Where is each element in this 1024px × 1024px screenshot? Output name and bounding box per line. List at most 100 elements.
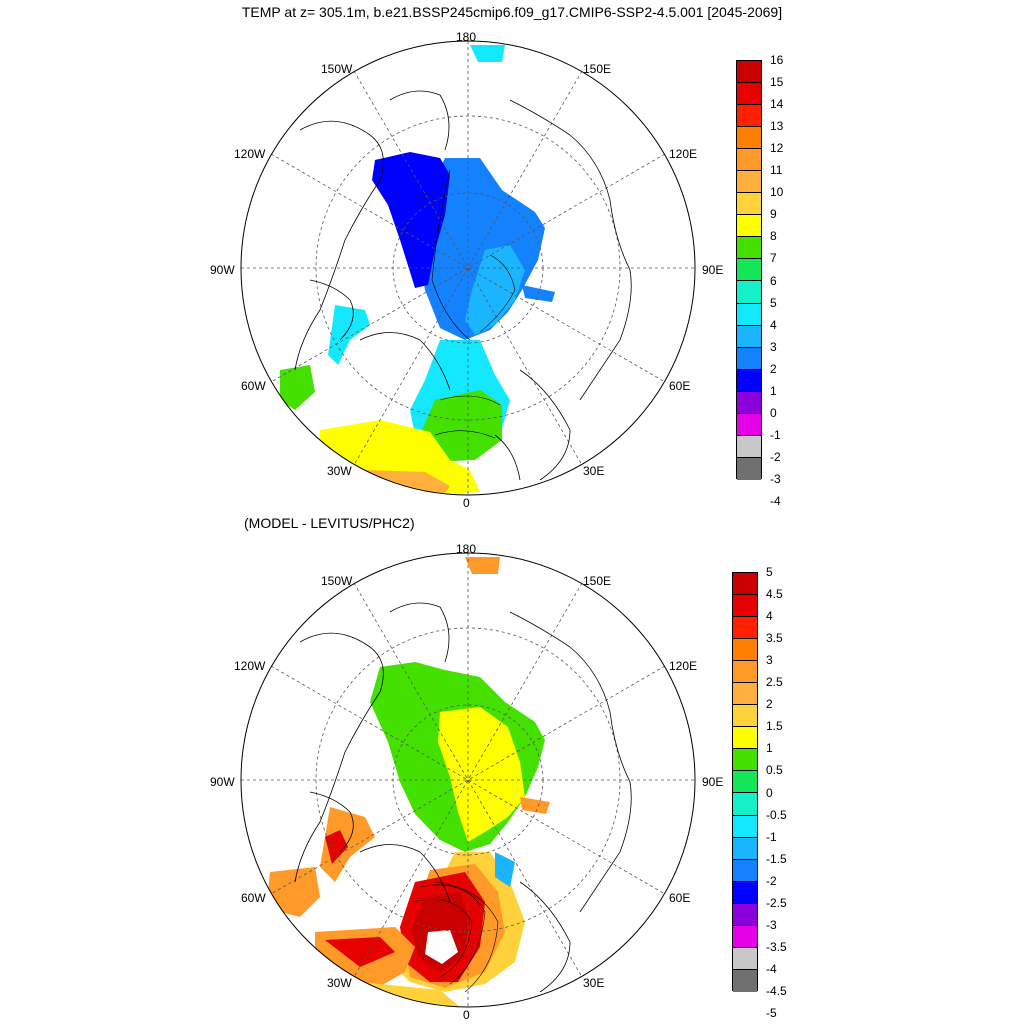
lon-label-60w-top: 60W: [241, 379, 266, 393]
colorbar-cell: [733, 969, 757, 992]
colorbar-cell: [737, 83, 761, 106]
colorbar-tick-label: 3.5: [766, 631, 783, 646]
colorbar-tick-label: 3: [770, 339, 777, 354]
colorbar-tick-label: -5: [766, 1006, 777, 1021]
colorbar-tick-label: -1: [770, 427, 781, 442]
colorbar-cell: [737, 413, 761, 436]
colorbar-cell: [737, 435, 761, 458]
colorbar-cell: [733, 837, 757, 860]
colorbar-tick-label: 3: [766, 653, 773, 668]
colorbar-tick-label: 0: [770, 405, 777, 420]
lon-label-120e-top: 120E: [669, 147, 698, 161]
colorbar-tick-label: -1.5: [766, 851, 787, 866]
colorbar-tick-label: 15: [770, 75, 784, 90]
field-bering: [470, 45, 505, 62]
field-bering: [465, 557, 500, 574]
colorbar-tick-label: 1: [766, 741, 773, 756]
colorbar-tick-label: 2.5: [766, 675, 783, 690]
lon-label-150w-top: 150W: [321, 62, 353, 76]
colorbar-cell: [737, 215, 761, 238]
colorbar-cell: [737, 369, 761, 392]
colorbar-cell: [737, 347, 761, 370]
difference-subtitle: (MODEL - LEVITUS/PHC2): [244, 515, 415, 531]
lon-label-120w-top: 120W: [234, 147, 266, 161]
field-iceland-gap: [425, 930, 458, 964]
lon-label-120e-bottom: 120E: [669, 659, 698, 673]
colorbar-tick-label: 1: [770, 383, 777, 398]
colorbar-cell: [733, 661, 757, 684]
colorbar-tick-label: -1: [766, 829, 777, 844]
colorbar-tick-label: 10: [770, 185, 784, 200]
lon-label-150w-bottom: 150W: [321, 574, 353, 588]
colorbar-cell: [733, 573, 757, 596]
colorbar-tick-label: 4.5: [766, 587, 783, 602]
colorbar-cell: [733, 793, 757, 816]
field-inner: [465, 245, 525, 335]
lon-label-60e-bottom: 60E: [669, 891, 691, 905]
colorbar-tick-label: 4: [766, 609, 773, 624]
lon-label-150e-bottom: 150E: [583, 574, 612, 588]
lon-label-120w-bottom: 120W: [234, 659, 266, 673]
colorbar-cell: [733, 771, 757, 794]
colorbar-tick-label: -2: [770, 449, 781, 464]
lon-label-60w-bottom: 60W: [241, 891, 266, 905]
field-greenland-sea: [495, 852, 515, 887]
colorbar-tick-label: 12: [770, 141, 784, 156]
colorbar-cell: [737, 193, 761, 216]
field-baffin: [320, 807, 375, 882]
polar-map-bottom: [240, 552, 696, 1008]
colorbar-tick-label: -3: [766, 917, 777, 932]
colorbar-cell: [737, 391, 761, 414]
lon-label-180-bottom: 180: [456, 542, 477, 556]
field-baffin-core: [325, 830, 348, 864]
lon-label-150e-top: 150E: [583, 62, 612, 76]
field-atlantic-green: [420, 390, 502, 462]
lon-label-90e-bottom: 90E: [702, 775, 724, 789]
colorbar-tick-label: -2.5: [766, 895, 787, 910]
colorbar-tick-label: 5: [766, 565, 773, 579]
colorbar-tick-label: -2: [766, 873, 777, 888]
colorbar-tick-label: 11: [770, 163, 783, 178]
colorbar-tick-label: -4: [770, 494, 781, 509]
colorbar-tick-label: -3: [770, 472, 781, 486]
colorbar-cell: [737, 171, 761, 194]
colorbar-tick-label: 14: [770, 97, 784, 112]
lon-label-30e-top: 30E: [583, 464, 605, 478]
colorbar-cell: [737, 303, 761, 326]
colorbar-cell: [737, 127, 761, 150]
lon-label-30w-bottom: 30W: [327, 976, 352, 990]
colorbar-cell: [737, 237, 761, 260]
field-hudson: [268, 867, 320, 917]
colorbar-top: [736, 60, 762, 480]
colorbar-tick-label: 0: [766, 785, 773, 800]
field-center: [438, 707, 525, 842]
field-barents: [520, 797, 550, 814]
colorbar-cell: [737, 105, 761, 128]
colorbar-tick-label: 2: [766, 697, 773, 712]
lon-label-90w-top: 90W: [210, 263, 235, 277]
lon-label-90w-bottom: 90W: [210, 775, 235, 789]
colorbar-cell: [733, 881, 757, 904]
colorbar-tick-label: 7: [770, 251, 777, 266]
field-baffin: [328, 305, 370, 365]
colorbar-tick-label: 16: [770, 53, 784, 67]
colorbar-cell: [737, 281, 761, 304]
colorbar-tick-label: -0.5: [766, 807, 787, 822]
colorbar-tick-label: 9: [770, 207, 777, 222]
colorbar-cell: [737, 61, 761, 84]
colorbar-tick-label: -4.5: [766, 984, 787, 998]
colorbar-cell: [733, 617, 757, 640]
colorbar-cell: [733, 727, 757, 750]
field-labrador: [280, 365, 315, 410]
colorbar-tick-label: 1.5: [766, 719, 783, 734]
colorbar-cell: [733, 815, 757, 838]
colorbar-cell: [737, 325, 761, 348]
colorbar-bottom: [732, 572, 758, 992]
lon-label-180-top: 180: [456, 30, 477, 44]
colorbar-cell: [733, 595, 757, 618]
lon-label-0-top: 0: [463, 496, 470, 510]
lon-label-30w-top: 30W: [327, 464, 352, 478]
colorbar-tick-label: 2: [770, 361, 777, 376]
colorbar-tick-label: 5: [770, 295, 777, 310]
colorbar-tick-label: 13: [770, 119, 784, 134]
